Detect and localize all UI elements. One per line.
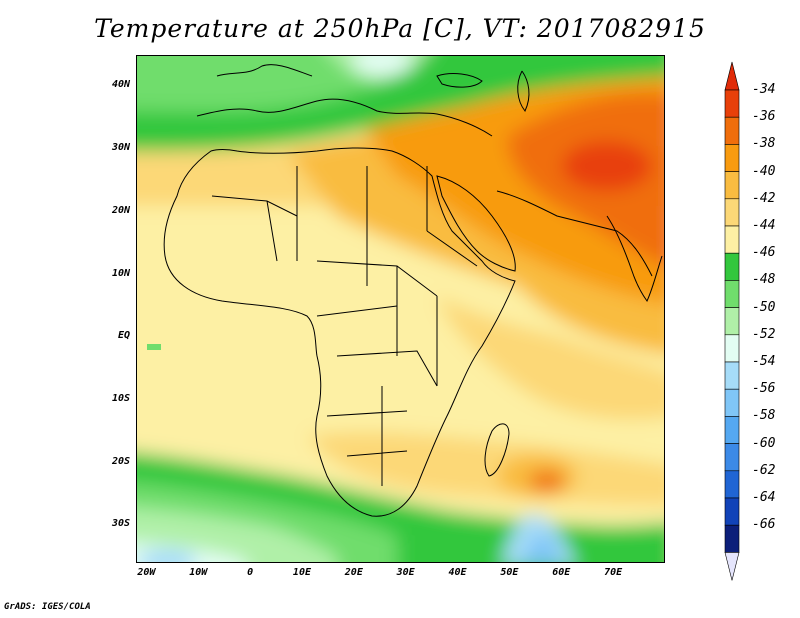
colorbar-swatch [724, 443, 740, 472]
colorbar-label: -38 [752, 136, 776, 152]
colorbar-label: -54 [752, 354, 776, 369]
lat-tick-label: 40N [111, 79, 130, 91]
colorbar-label: -40 [752, 163, 776, 179]
lon-tick-label: 10E [292, 567, 311, 578]
colorbar-swatch [724, 307, 740, 336]
colorbar-swatch [724, 388, 740, 417]
colorbar-label: -36 [752, 109, 776, 125]
colorbar-label: -48 [752, 272, 776, 288]
colorbar-label: -46 [752, 245, 776, 261]
map-panel [136, 55, 665, 563]
colorbar-label: -52 [752, 326, 776, 342]
lat-tick-label: 30N [111, 142, 130, 154]
lat-tick-label: 20N [111, 204, 130, 216]
lon-tick-label: 10W [189, 567, 208, 578]
lon-tick-label: 20W [137, 567, 156, 578]
colorbar-swatch [724, 497, 740, 526]
colorbar-swatch [724, 470, 740, 499]
grads-credit: GrADS: IGES/COLA [4, 602, 91, 612]
lon-tick-label: 60E [552, 567, 571, 578]
colorbar-label: -34 [752, 82, 776, 97]
colorbar-label: -58 [752, 408, 776, 424]
lat-tick-label: 10S [111, 392, 130, 404]
colorbar-top-triangle [724, 61, 740, 91]
colorbar-bottom-triangle [724, 552, 740, 581]
colorbar-swatch [724, 198, 740, 227]
colorbar-label: -42 [752, 190, 776, 206]
coastlines [163, 64, 663, 517]
lon-tick-label: 70E [604, 567, 623, 578]
lon-tick-label: 40E [448, 567, 467, 578]
colorbar-swatch [724, 171, 740, 200]
chart-title: Temperature at 250hPa [C], VT: 201708291… [94, 14, 706, 43]
colorbar-swatch [724, 144, 740, 172]
colorbar-label: -66 [752, 517, 776, 533]
colorbar-swatch [724, 280, 740, 308]
colorbar-label: -50 [752, 299, 776, 315]
lon-tick-label: 0 [247, 567, 254, 578]
cold-speck [147, 344, 161, 350]
lat-tick-label: 10N [111, 267, 130, 279]
lat-tick-label: EQ [117, 330, 130, 342]
colorbar-swatch [724, 252, 740, 281]
colorbar-swatch [724, 361, 740, 390]
temperature-field [137, 56, 664, 562]
lon-tick-label: 30E [396, 567, 415, 578]
lon-tick-label: 20E [344, 567, 363, 578]
colorbar-swatch [724, 416, 740, 444]
colorbar-swatch [724, 89, 740, 118]
colorbar-swatch [724, 524, 740, 553]
colorbar-label: -60 [752, 435, 776, 451]
lat-tick-label: 30S [111, 518, 130, 530]
colorbar-swatch [724, 334, 740, 363]
lat-tick-label: 20S [111, 455, 130, 467]
lon-tick-label: 50E [500, 567, 519, 578]
colorbar-label: -62 [752, 462, 776, 478]
colorbar-swatch [724, 225, 740, 254]
colorbar-swatch [724, 116, 740, 145]
colorbar-label: -44 [752, 218, 776, 233]
colorbar-label: -56 [752, 381, 776, 397]
temperature-map [137, 56, 664, 562]
colorbar-label: -64 [752, 490, 776, 505]
